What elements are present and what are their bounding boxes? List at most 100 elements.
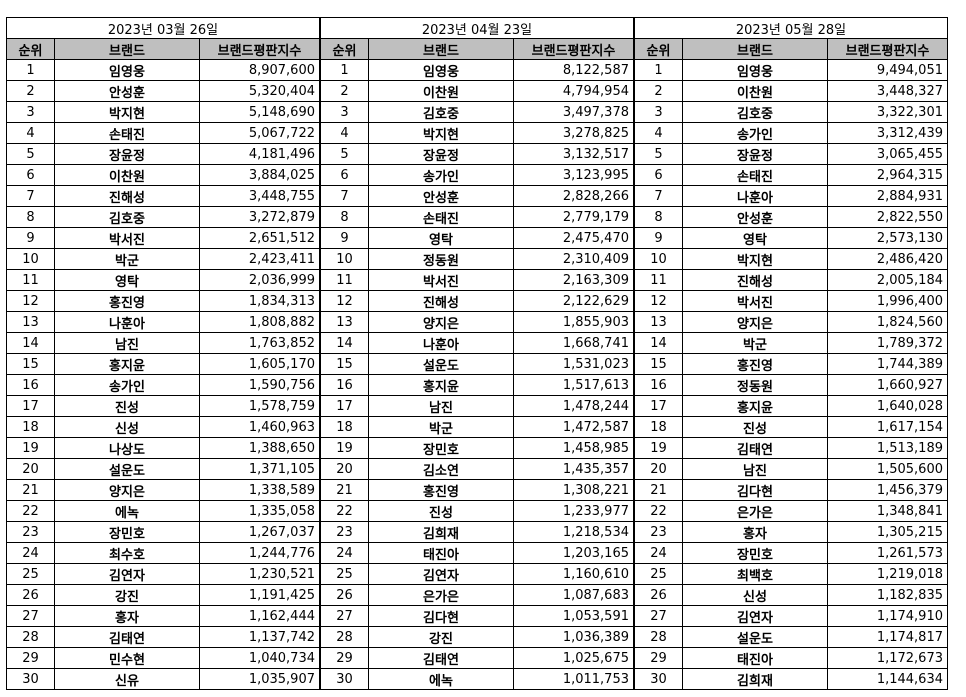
rank-cell: 27 xyxy=(6,605,55,627)
table-row: 27 홍자 1,162,444 xyxy=(6,605,320,627)
rank-cell: 6 xyxy=(6,164,55,186)
table-row: 25 김연자 1,230,521 xyxy=(6,563,320,585)
index-cell: 1,244,776 xyxy=(199,542,320,564)
index-cell: 1,617,154 xyxy=(827,416,948,438)
table-row: 3 김호중 3,322,301 xyxy=(634,101,948,123)
index-cell: 1,335,058 xyxy=(199,500,320,522)
brand-cell: 송가인 xyxy=(682,122,828,144)
rank-cell: 24 xyxy=(634,542,683,564)
brand-cell: 이찬원 xyxy=(682,80,828,102)
brand-cell: 정동원 xyxy=(682,374,828,396)
brand-cell: 장윤정 xyxy=(368,143,514,165)
index-cell: 1,578,759 xyxy=(199,395,320,417)
index-cell: 1,855,903 xyxy=(513,311,634,333)
brand-cell: 손태진 xyxy=(682,164,828,186)
brand-cell: 진성 xyxy=(54,395,200,417)
index-cell: 1,348,841 xyxy=(827,500,948,522)
brand-cell: 홍지윤 xyxy=(368,374,514,396)
index-cell: 1,267,037 xyxy=(199,521,320,543)
rank-cell: 21 xyxy=(6,479,55,501)
index-cell: 1,590,756 xyxy=(199,374,320,396)
table-row: 23 홍자 1,305,215 xyxy=(634,521,948,543)
table-row: 6 이찬원 3,884,025 xyxy=(6,164,320,186)
table-row: 19 김태연 1,513,189 xyxy=(634,437,948,459)
index-cell: 1,824,560 xyxy=(827,311,948,333)
index-cell: 1,137,742 xyxy=(199,626,320,648)
brand-cell: 남진 xyxy=(682,458,828,480)
index-cell: 2,964,315 xyxy=(827,164,948,186)
brand-cell: 김태연 xyxy=(54,626,200,648)
brand-cell: 임영웅 xyxy=(54,59,200,81)
table-row: 4 손태진 5,067,722 xyxy=(6,122,320,144)
table-row: 14 박군 1,789,372 xyxy=(634,332,948,354)
brand-cell: 태진아 xyxy=(368,542,514,564)
rank-cell: 16 xyxy=(320,374,369,396)
index-cell: 1,472,587 xyxy=(513,416,634,438)
brand-cell: 손태진 xyxy=(368,206,514,228)
rank-cell: 29 xyxy=(320,647,369,669)
index-cell: 2,122,629 xyxy=(513,290,634,312)
rank-cell: 10 xyxy=(634,248,683,270)
rank-cell: 2 xyxy=(6,80,55,102)
brand-cell: 나훈아 xyxy=(54,311,200,333)
table-row: 30 신유 1,035,907 xyxy=(6,668,320,690)
table-row: 17 진성 1,578,759 xyxy=(6,395,320,417)
table-row: 24 태진아 1,203,165 xyxy=(320,542,634,564)
rank-cell: 5 xyxy=(634,143,683,165)
table-row: 7 안성훈 2,828,266 xyxy=(320,185,634,207)
brand-cell: 박지현 xyxy=(368,122,514,144)
table-row: 24 장민호 1,261,573 xyxy=(634,542,948,564)
brand-cell: 홍지윤 xyxy=(54,353,200,375)
brand-cell: 김연자 xyxy=(368,563,514,585)
table-row: 18 신성 1,460,963 xyxy=(6,416,320,438)
rank-cell: 17 xyxy=(634,395,683,417)
date-row: 2023년 04월 23일 xyxy=(320,17,634,39)
table-row: 21 양지은 1,338,589 xyxy=(6,479,320,501)
index-cell: 1,160,610 xyxy=(513,563,634,585)
table-row: 23 김희재 1,218,534 xyxy=(320,521,634,543)
brand-cell: 장민호 xyxy=(682,542,828,564)
brand-cell: 김연자 xyxy=(682,605,828,627)
brand-cell: 김다현 xyxy=(368,605,514,627)
index-cell: 1,162,444 xyxy=(199,605,320,627)
index-cell: 2,005,184 xyxy=(827,269,948,291)
table-row: 9 영탁 2,573,130 xyxy=(634,227,948,249)
rank-cell: 11 xyxy=(320,269,369,291)
table-date: 2023년 04월 23일 xyxy=(320,17,634,39)
rank-cell: 25 xyxy=(6,563,55,585)
table-row: 7 진해성 3,448,755 xyxy=(6,185,320,207)
rank-cell: 7 xyxy=(634,185,683,207)
rank-cell: 4 xyxy=(6,122,55,144)
rank-cell: 7 xyxy=(320,185,369,207)
date-row: 2023년 05월 28일 xyxy=(634,17,948,39)
table-row: 30 에녹 1,011,753 xyxy=(320,668,634,690)
index-cell: 1,230,521 xyxy=(199,563,320,585)
rank-cell: 20 xyxy=(634,458,683,480)
index-cell: 3,497,378 xyxy=(513,101,634,123)
index-cell: 1,371,105 xyxy=(199,458,320,480)
rank-cell: 14 xyxy=(634,332,683,354)
index-cell: 1,182,835 xyxy=(827,584,948,606)
brand-cell: 이찬원 xyxy=(368,80,514,102)
rank-cell: 10 xyxy=(320,248,369,270)
rank-cell: 13 xyxy=(320,311,369,333)
rank-cell: 30 xyxy=(320,668,369,690)
brand-cell: 안성훈 xyxy=(54,80,200,102)
rank-cell: 4 xyxy=(320,122,369,144)
table-row: 28 김태연 1,137,742 xyxy=(6,626,320,648)
index-cell: 1,261,573 xyxy=(827,542,948,564)
ranking-table-3: 2023년 05월 28일 순위 브랜드 브랜드평판지수 1 임영웅 9,494,051 2 이… xyxy=(634,17,948,690)
brand-cell: 박군 xyxy=(682,332,828,354)
index-cell: 2,475,470 xyxy=(513,227,634,249)
rank-cell: 19 xyxy=(6,437,55,459)
rank-cell: 24 xyxy=(320,542,369,564)
rank-cell: 7 xyxy=(6,185,55,207)
rank-header: 순위 xyxy=(6,38,55,60)
brand-cell: 진해성 xyxy=(368,290,514,312)
table-row: 26 신성 1,182,835 xyxy=(634,584,948,606)
brand-cell: 설운도 xyxy=(682,626,828,648)
rank-cell: 5 xyxy=(6,143,55,165)
table-row: 14 나훈아 1,668,741 xyxy=(320,332,634,354)
index-cell: 1,640,028 xyxy=(827,395,948,417)
table-row: 15 설운도 1,531,023 xyxy=(320,353,634,375)
